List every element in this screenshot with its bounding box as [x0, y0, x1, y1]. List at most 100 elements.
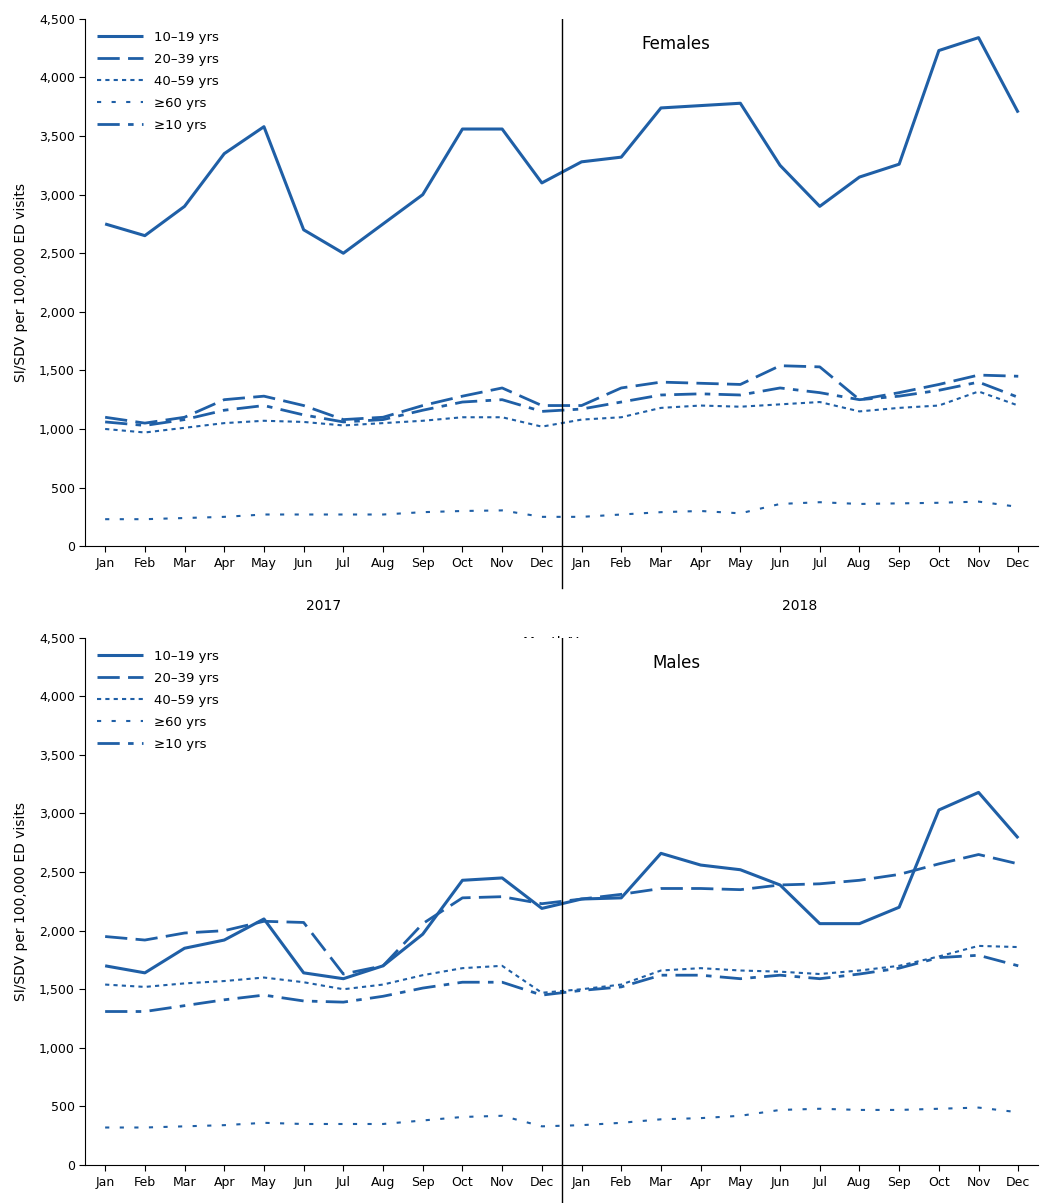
≥60 yrs: [893, 496, 906, 510]
10–19 yrs: [893, 900, 906, 914]
40–59 yrs: [258, 971, 270, 985]
20–39 yrs: [258, 389, 270, 403]
10–19 yrs: [773, 878, 786, 893]
10–19 yrs: [615, 150, 628, 165]
40–59 yrs: [535, 985, 548, 1000]
20–39 yrs: [773, 358, 786, 373]
20–39 yrs: [893, 385, 906, 399]
40–59 yrs: [575, 982, 588, 996]
10–19 yrs: [218, 147, 230, 161]
Text: Females: Females: [642, 35, 710, 53]
10–19 yrs: [853, 917, 866, 931]
≥10 yrs: [178, 413, 190, 427]
10–19 yrs: [298, 223, 310, 237]
≥10 yrs: [298, 994, 310, 1008]
≥60 yrs: [298, 508, 310, 522]
10–19 yrs: [99, 959, 112, 973]
20–39 yrs: [853, 392, 866, 407]
20–39 yrs: [734, 378, 747, 392]
40–59 yrs: [258, 414, 270, 428]
≥10 yrs: [972, 375, 985, 390]
≥60 yrs: [694, 504, 707, 518]
20–39 yrs: [654, 375, 667, 390]
Text: Males: Males: [652, 653, 700, 671]
40–59 yrs: [218, 416, 230, 431]
20–39 yrs: [535, 398, 548, 413]
≥10 yrs: [575, 983, 588, 997]
40–59 yrs: [1012, 398, 1025, 413]
40–59 yrs: [495, 959, 508, 973]
Line: 10–19 yrs: 10–19 yrs: [105, 793, 1018, 979]
40–59 yrs: [734, 964, 747, 978]
40–59 yrs: [813, 967, 826, 982]
≥60 yrs: [853, 497, 866, 511]
10–19 yrs: [853, 170, 866, 184]
10–19 yrs: [1012, 831, 1025, 846]
≥10 yrs: [654, 968, 667, 983]
40–59 yrs: [417, 968, 429, 983]
≥10 yrs: [457, 974, 469, 989]
≥60 yrs: [218, 510, 230, 525]
Y-axis label: SI/SDV per 100,000 ED visits: SI/SDV per 100,000 ED visits: [14, 802, 28, 1001]
10–19 yrs: [813, 200, 826, 214]
≥60 yrs: [893, 1103, 906, 1118]
40–59 yrs: [932, 949, 945, 964]
40–59 yrs: [337, 419, 349, 433]
20–39 yrs: [337, 413, 349, 427]
≥10 yrs: [853, 392, 866, 407]
10–19 yrs: [813, 917, 826, 931]
≥10 yrs: [932, 383, 945, 397]
40–59 yrs: [773, 397, 786, 411]
40–59 yrs: [694, 961, 707, 976]
≥10 yrs: [615, 395, 628, 409]
40–59 yrs: [893, 959, 906, 973]
20–39 yrs: [932, 857, 945, 871]
40–59 yrs: [457, 961, 469, 976]
10–19 yrs: [139, 966, 151, 980]
10–19 yrs: [337, 972, 349, 986]
≥10 yrs: [535, 404, 548, 419]
≥10 yrs: [1012, 390, 1025, 404]
10–19 yrs: [218, 932, 230, 947]
Line: 40–59 yrs: 40–59 yrs: [105, 946, 1018, 992]
20–39 yrs: [1012, 857, 1025, 871]
20–39 yrs: [694, 882, 707, 896]
20–39 yrs: [575, 891, 588, 906]
≥60 yrs: [178, 511, 190, 526]
≥60 yrs: [298, 1116, 310, 1131]
≥10 yrs: [218, 403, 230, 417]
10–19 yrs: [615, 890, 628, 905]
≥10 yrs: [298, 408, 310, 422]
20–39 yrs: [694, 377, 707, 391]
10–19 yrs: [178, 941, 190, 955]
Legend: 10–19 yrs, 20–39 yrs, 40–59 yrs, ≥60 yrs, ≥10 yrs: 10–19 yrs, 20–39 yrs, 40–59 yrs, ≥60 yrs…: [92, 645, 224, 757]
Line: ≥60 yrs: ≥60 yrs: [105, 502, 1018, 520]
40–59 yrs: [535, 420, 548, 434]
40–59 yrs: [773, 965, 786, 979]
≥60 yrs: [1012, 1106, 1025, 1120]
≥10 yrs: [178, 998, 190, 1013]
40–59 yrs: [654, 964, 667, 978]
20–39 yrs: [813, 877, 826, 891]
10–19 yrs: [417, 928, 429, 942]
≥60 yrs: [535, 1119, 548, 1133]
≥60 yrs: [773, 1103, 786, 1118]
≥10 yrs: [258, 988, 270, 1002]
10–19 yrs: [1012, 106, 1025, 120]
10–19 yrs: [258, 119, 270, 134]
10–19 yrs: [457, 122, 469, 136]
≥10 yrs: [417, 980, 429, 995]
≥10 yrs: [773, 380, 786, 395]
≥10 yrs: [694, 386, 707, 401]
≥60 yrs: [457, 1109, 469, 1124]
10–19 yrs: [535, 176, 548, 190]
20–39 yrs: [377, 410, 389, 425]
10–19 yrs: [734, 863, 747, 877]
≥60 yrs: [417, 505, 429, 520]
20–39 yrs: [853, 873, 866, 888]
40–59 yrs: [813, 395, 826, 409]
20–39 yrs: [178, 410, 190, 425]
20–39 yrs: [457, 890, 469, 905]
20–39 yrs: [615, 887, 628, 901]
≥60 yrs: [99, 512, 112, 527]
